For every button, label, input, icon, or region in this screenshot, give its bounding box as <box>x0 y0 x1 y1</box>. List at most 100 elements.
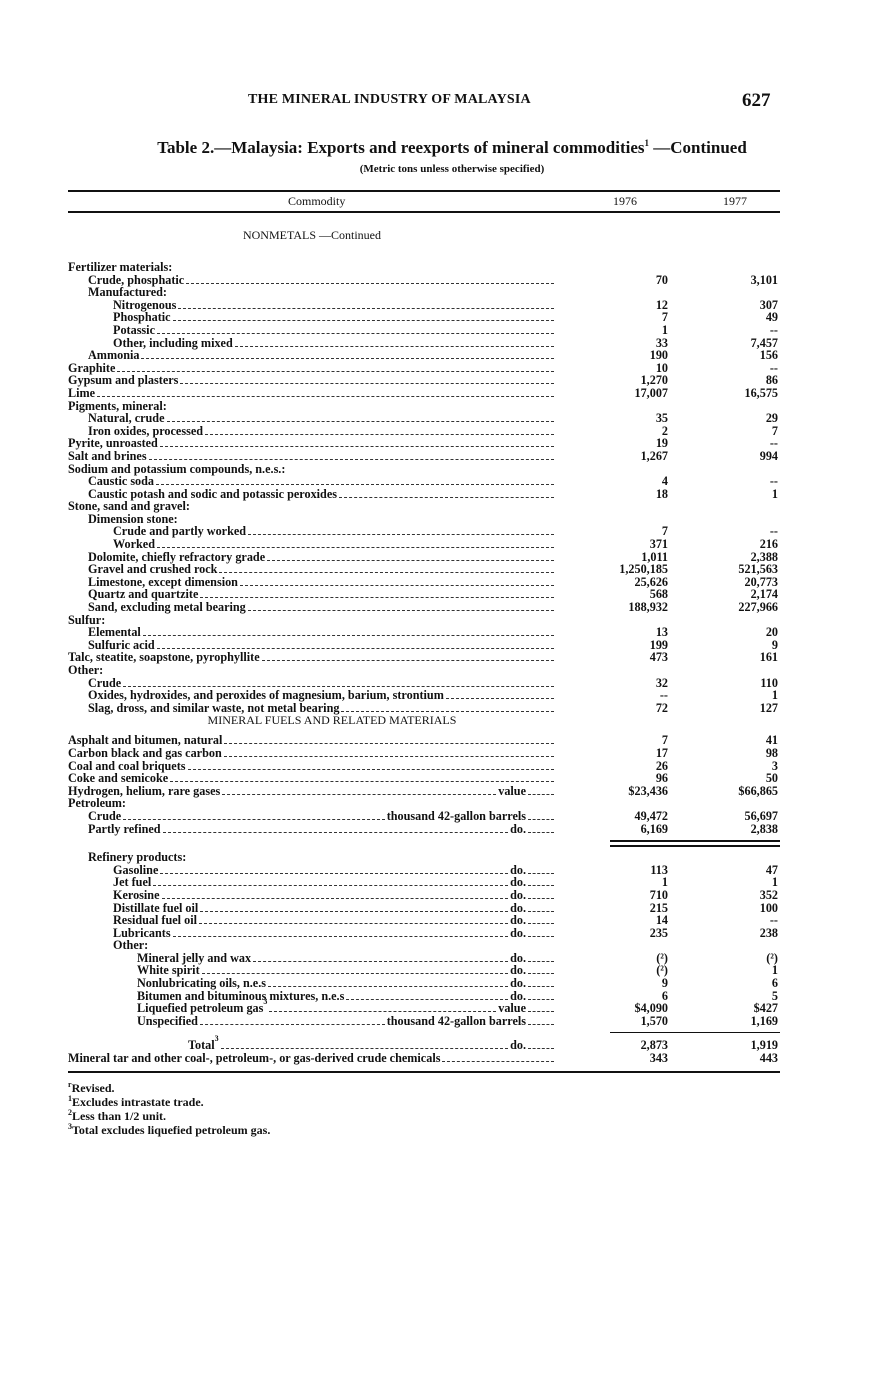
table-row: Crude, phosphatic 70 3,101 <box>68 273 780 287</box>
table-row: Coke and semicoke 96 50 <box>68 772 780 785</box>
table-row: Other: <box>68 664 780 677</box>
commodity-name: Nonlubricating oils, n.e.s <box>137 976 267 991</box>
commodity-label: Other: <box>68 939 556 952</box>
commodity-label: Sulfuric acid <box>68 639 556 652</box>
value-1976: 6,169 <box>640 821 668 836</box>
commodity-label: Gravel and crushed rock <box>68 563 556 576</box>
table-row: Crude thousand 42-gallon barrels 49,472 56,… <box>68 810 780 823</box>
table-subtitle: (Metric tons unless otherwise specified) <box>359 163 545 175</box>
dot-leader <box>222 785 497 795</box>
commodity-label: Residual fuel oil do. <box>68 914 556 927</box>
value-1976: 1,570 <box>640 1013 668 1028</box>
commodity-label: Stone, sand and gravel: <box>68 500 556 513</box>
unit-label: do. <box>510 913 526 928</box>
commodity-name: Coke and semicoke <box>68 771 169 786</box>
commodity-name: Phosphatic <box>113 310 171 325</box>
commodity-label: Salt and brines <box>68 450 556 463</box>
unit-label: do. <box>510 862 526 877</box>
commodity-label: Crude and partly worked <box>68 525 556 538</box>
commodity-name: Gasoline <box>113 862 159 877</box>
table-row: Talc, steatite, soapstone, pyrophyllite 4… <box>68 651 780 664</box>
commodity-label: Natural, crude <box>68 412 556 425</box>
dot-leader <box>117 362 554 372</box>
value-1977: 443 <box>759 1051 778 1066</box>
column-header-1977: 1977 <box>723 194 747 208</box>
value-1977: 161 <box>759 650 778 665</box>
dot-leader <box>445 689 554 700</box>
table-row: Petroleum: <box>68 797 780 810</box>
footnote-text: Excludes intrastate trade. <box>72 1094 204 1109</box>
commodity-name: Petroleum: <box>68 796 126 811</box>
footnote-mark: r <box>68 1079 72 1089</box>
commodity-name: Pigments, mineral: <box>68 398 167 413</box>
unit-label: do. <box>510 988 526 1003</box>
value-1977: 5 <box>771 988 778 1003</box>
commodity-label: Oxides, hydroxides, and peroxides of mag… <box>68 689 556 702</box>
value-1976: 1,270 <box>640 373 668 388</box>
commodity-name: Crude <box>88 675 122 690</box>
table-row: Lubricants do. 235 238 <box>68 927 780 940</box>
commodity-name: Distillate fuel oil <box>113 900 199 915</box>
commodity-name: Jet fuel <box>113 875 152 890</box>
value-1977: 216 <box>759 537 778 552</box>
value-1977: 238 <box>759 925 778 940</box>
commodity-name: Iron oxides, processed <box>88 423 204 438</box>
dot-leader <box>220 1039 509 1050</box>
value-1976: 9 <box>661 976 668 991</box>
table-row: Sand, excluding metal bearing 188,932 227,… <box>68 601 780 614</box>
table-row: Worked 371 216 <box>68 538 780 551</box>
dot-leader <box>269 1002 497 1013</box>
dot-leader <box>528 1002 554 1013</box>
unit-label: do. <box>510 963 526 978</box>
header-rule <box>68 211 780 213</box>
commodity-name: Dimension stone: <box>88 511 178 526</box>
commodity-label: Pyrite, unroasted <box>68 437 556 450</box>
dot-leader <box>205 425 554 435</box>
commodity-name: Quartz and quartzite <box>88 587 199 602</box>
value-1976: $23,436 <box>628 783 668 798</box>
dot-leader <box>528 902 554 912</box>
dot-leader <box>166 412 554 423</box>
unit-label: do. <box>510 875 526 890</box>
table-row: Caustic potash and sodic and potassic pe… <box>68 488 780 501</box>
commodity-label: Jet fuel do. <box>68 876 556 889</box>
commodity-label: Fertilizer materials: <box>68 261 556 274</box>
value-1976: 96 <box>655 771 668 786</box>
table-row: Limestone, except dimension 25,626 20,773 <box>68 576 780 589</box>
value-1976: 343 <box>649 1051 668 1066</box>
value-1977: -- <box>769 436 778 451</box>
dot-leader <box>172 927 509 937</box>
value-1976: 17,007 <box>634 385 668 400</box>
commodity-name: Limestone, except dimension <box>88 574 238 589</box>
value-1976: 1,267 <box>640 448 668 463</box>
commodity-name: Fertilizer materials: <box>68 260 173 274</box>
table-row: Lime 17,007 16,575 <box>68 387 780 400</box>
unit-label: do. <box>510 925 526 940</box>
dot-leader <box>186 274 554 284</box>
value-1977: 20,773 <box>744 574 778 589</box>
value-1976: 1 <box>661 322 668 337</box>
value-1977: 2,838 <box>750 821 778 836</box>
table-row: Iron oxides, processed 2 7 <box>68 425 780 438</box>
footnote-ref: 3 <box>263 997 268 1007</box>
commodity-name: Crude and partly worked <box>113 524 247 539</box>
table-row: Slag, dross, and similar waste, not meta… <box>68 702 780 715</box>
dot-leader <box>528 823 554 833</box>
dot-leader <box>442 1052 554 1063</box>
value-1976: 710 <box>649 887 668 902</box>
value-1977: 2,174 <box>750 587 778 602</box>
commodity-name: Ammonia <box>88 348 140 363</box>
commodity-name: Talc, steatite, soapstone, pyrophyllite <box>68 650 260 665</box>
value-1976: 26 <box>655 758 668 773</box>
section-heading-text: NONMETALS —Continued <box>242 228 382 242</box>
table-row: Mineral tar and other coal-, petroleum-,… <box>68 1052 780 1065</box>
table-row: Other: <box>68 939 780 952</box>
value-1977: 994 <box>759 448 778 463</box>
footnote-ref: 3 <box>214 1034 219 1044</box>
table-row: Crude 32 110 <box>68 675 780 690</box>
table-row: Nonlubricating oils, n.e.s do. 9 6 <box>68 977 780 990</box>
table-row: Carbon black and gas carbon 17 98 <box>68 747 780 760</box>
value-1977: 29 <box>765 411 778 426</box>
commodity-name: Sodium and potassium compounds, n.e.s.: <box>68 461 286 476</box>
value-1977: -- <box>769 360 778 375</box>
